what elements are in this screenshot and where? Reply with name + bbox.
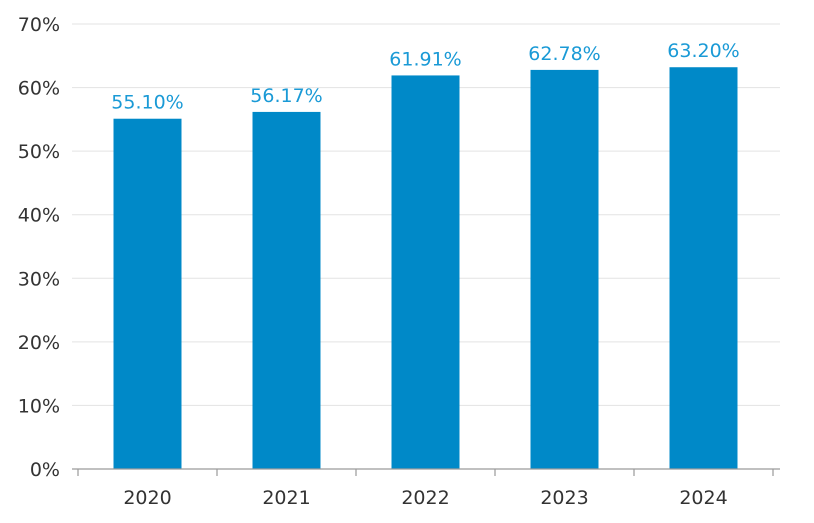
axis-layer [72,468,780,476]
y-tick-label: 30% [18,268,60,290]
x-tick-label-2022: 2022 [401,487,449,509]
x-tick-label-2024: 2024 [679,487,727,509]
y-tick-label: 0% [30,459,60,481]
bar-2023 [530,69,599,470]
bar-2020 [113,118,182,469]
y-tick-label: 40% [18,205,60,227]
bar-2024 [669,67,738,469]
x-tick-label-2021: 2021 [262,487,310,509]
y-tick-label: 60% [18,78,60,100]
data-label-2022: 61.91% [389,48,461,70]
y-tick-label: 70% [18,14,60,36]
data-label-2020: 55.10% [111,92,183,114]
labels-layer: 0% 10% 20% 30% 40% 50% 60% 70% 55.10% 2020 56.17% 2… [18,14,740,509]
x-tick-label-2020: 2020 [123,487,171,509]
data-label-2024: 63.20% [667,40,739,62]
data-label-2023: 62.78% [528,43,600,65]
x-tick-label-2023: 2023 [540,487,588,509]
data-label-2021: 56.17% [250,85,322,107]
bar-2021 [252,111,321,470]
y-tick-label: 50% [18,141,60,163]
bar-2022 [391,75,460,469]
y-tick-label: 20% [18,332,60,354]
bars-layer [113,67,738,470]
y-tick-label: 10% [18,395,60,417]
